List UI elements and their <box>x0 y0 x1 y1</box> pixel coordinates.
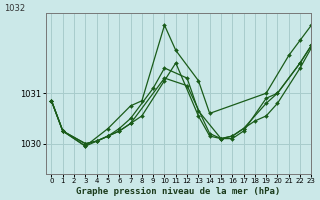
Text: 1032: 1032 <box>4 4 25 13</box>
X-axis label: Graphe pression niveau de la mer (hPa): Graphe pression niveau de la mer (hPa) <box>76 187 281 196</box>
